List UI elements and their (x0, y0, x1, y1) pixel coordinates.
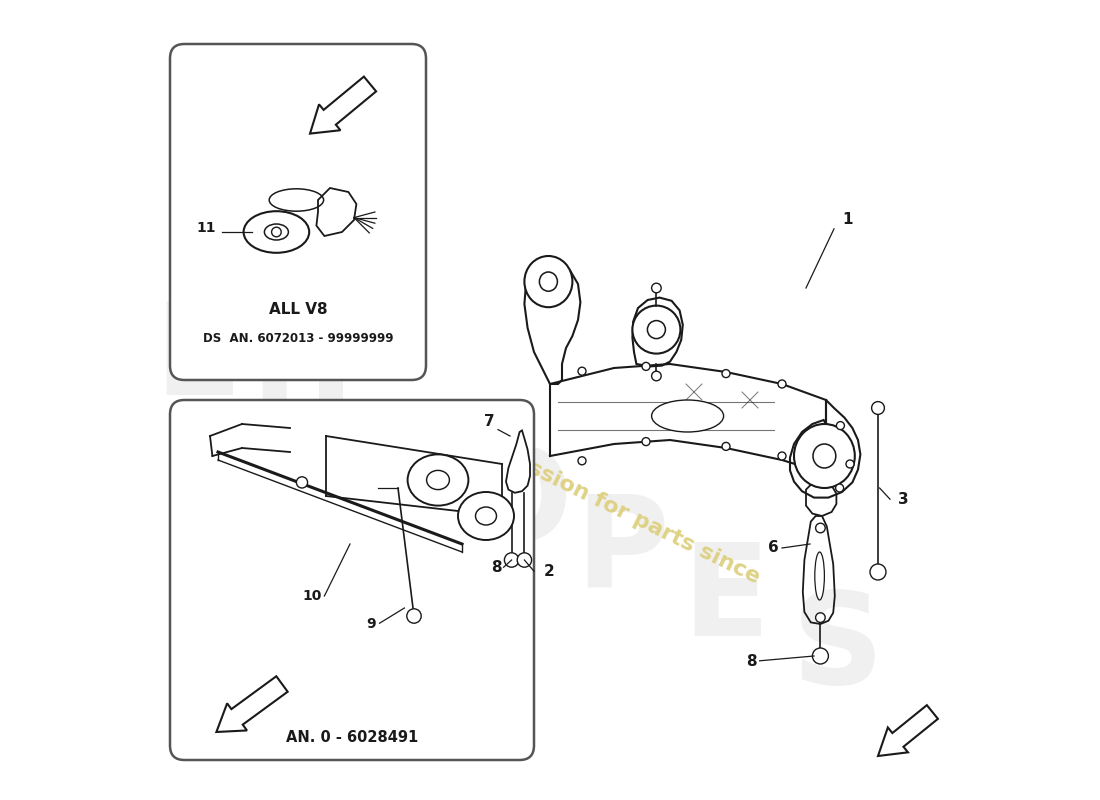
Circle shape (642, 362, 650, 370)
Circle shape (778, 452, 786, 460)
Circle shape (871, 402, 884, 414)
Text: 9: 9 (366, 617, 375, 631)
Text: 2: 2 (543, 564, 554, 579)
Ellipse shape (794, 424, 855, 488)
Circle shape (642, 438, 650, 446)
Text: 11: 11 (197, 221, 216, 235)
Circle shape (651, 371, 661, 381)
Text: 7: 7 (484, 414, 495, 429)
Circle shape (846, 460, 854, 468)
Text: S: S (792, 586, 884, 710)
Ellipse shape (243, 211, 309, 253)
Text: 1: 1 (842, 212, 852, 227)
Ellipse shape (651, 400, 724, 432)
Circle shape (836, 422, 845, 430)
Text: 10: 10 (302, 589, 321, 603)
Text: AN. 0 - 6028491: AN. 0 - 6028491 (286, 730, 418, 745)
Text: P: P (575, 490, 669, 614)
FancyBboxPatch shape (170, 44, 426, 380)
Circle shape (296, 477, 308, 488)
Text: DS  AN. 6072013 - 99999999: DS AN. 6072013 - 99999999 (202, 332, 394, 345)
Circle shape (505, 553, 519, 567)
Text: 6: 6 (768, 540, 779, 555)
Ellipse shape (475, 507, 496, 525)
Ellipse shape (458, 492, 514, 540)
Circle shape (578, 457, 586, 465)
FancyArrow shape (310, 77, 376, 134)
Circle shape (722, 442, 730, 450)
Text: R: R (356, 394, 455, 518)
Circle shape (578, 367, 586, 375)
Ellipse shape (427, 470, 450, 490)
Circle shape (813, 648, 828, 664)
Circle shape (407, 609, 421, 623)
Ellipse shape (815, 552, 824, 600)
Circle shape (651, 283, 661, 293)
Text: U: U (250, 346, 354, 470)
Circle shape (722, 370, 730, 378)
Circle shape (815, 523, 825, 533)
Circle shape (517, 553, 531, 567)
Text: 3: 3 (898, 492, 909, 507)
Ellipse shape (632, 306, 681, 354)
Ellipse shape (264, 224, 288, 240)
Text: 8: 8 (492, 560, 503, 575)
Text: passion for parts since: passion for parts since (497, 444, 763, 588)
FancyArrow shape (878, 705, 938, 756)
Circle shape (778, 380, 786, 388)
Ellipse shape (525, 256, 572, 307)
Circle shape (870, 564, 886, 580)
Ellipse shape (648, 321, 666, 338)
Ellipse shape (539, 272, 558, 291)
FancyArrow shape (217, 676, 288, 732)
Text: ALL V8: ALL V8 (268, 302, 328, 317)
Circle shape (815, 613, 825, 622)
Text: E: E (154, 298, 242, 422)
Ellipse shape (813, 444, 836, 468)
Circle shape (272, 227, 282, 237)
Text: 8: 8 (746, 654, 757, 669)
Ellipse shape (270, 189, 323, 211)
FancyBboxPatch shape (170, 400, 534, 760)
Text: O: O (464, 442, 572, 566)
Ellipse shape (408, 454, 469, 506)
Text: E: E (682, 538, 770, 662)
Circle shape (836, 484, 844, 492)
